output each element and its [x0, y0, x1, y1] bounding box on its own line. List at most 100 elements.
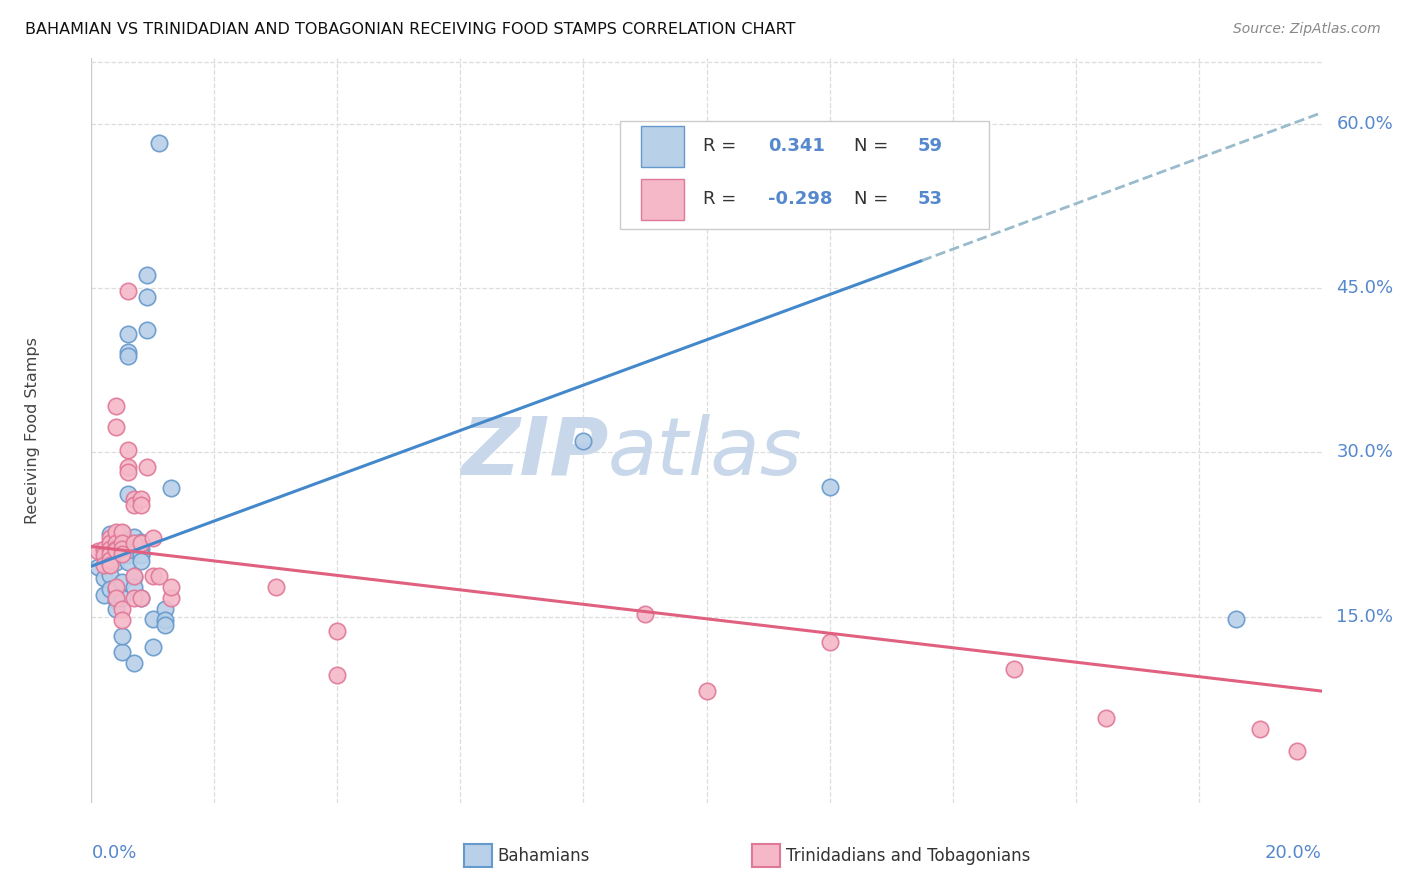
Point [129, 547, 152, 561]
Text: N =: N = [853, 136, 894, 155]
Text: 20.0%: 20.0% [1265, 844, 1322, 862]
Point [124, 537, 146, 551]
Point [105, 544, 127, 558]
Point [111, 613, 134, 627]
Point [93, 558, 115, 573]
Point [160, 482, 183, 496]
Point [129, 498, 152, 512]
Point [124, 536, 146, 550]
Point [129, 548, 152, 562]
Point [111, 602, 134, 616]
Point [326, 624, 349, 638]
Point [153, 613, 177, 627]
Point [135, 459, 157, 474]
Point [117, 548, 139, 562]
Point [105, 542, 127, 557]
Text: 60.0%: 60.0% [1336, 115, 1393, 133]
Point [111, 544, 134, 558]
Point [696, 684, 718, 698]
Point [98, 527, 121, 541]
Point [105, 591, 127, 605]
Point [86, 560, 108, 574]
Point [117, 443, 139, 458]
Point [117, 465, 139, 479]
Text: Source: ZipAtlas.com: Source: ZipAtlas.com [1233, 22, 1381, 37]
Text: atlas: atlas [607, 414, 803, 491]
Point [1286, 744, 1309, 758]
Point [105, 602, 127, 616]
Text: N =: N = [853, 191, 894, 209]
Point [124, 492, 146, 507]
Text: R =: R = [703, 191, 742, 209]
Point [98, 568, 121, 582]
Point [129, 535, 152, 549]
Point [98, 536, 121, 550]
Point [111, 526, 134, 541]
Text: 30.0%: 30.0% [1336, 443, 1393, 461]
Point [111, 645, 134, 659]
Point [105, 525, 127, 540]
Point [129, 492, 152, 507]
Point [264, 580, 287, 594]
Point [111, 547, 134, 561]
Text: 59: 59 [918, 136, 943, 155]
Point [98, 531, 121, 545]
Bar [641, 179, 685, 220]
Point [117, 459, 139, 474]
Text: ZIP: ZIP [461, 414, 607, 491]
Text: Receiving Food Stamps: Receiving Food Stamps [25, 337, 39, 524]
Text: 15.0%: 15.0% [1336, 607, 1393, 625]
Text: 0.0%: 0.0% [91, 844, 136, 862]
Point [326, 667, 349, 681]
Text: -0.298: -0.298 [768, 191, 832, 209]
Point [117, 285, 139, 299]
Point [98, 541, 121, 556]
Point [117, 326, 139, 341]
Point [98, 558, 121, 573]
Point [105, 536, 127, 550]
Point [98, 555, 121, 569]
Point [124, 656, 146, 670]
Point [105, 531, 127, 545]
Point [117, 344, 139, 359]
Point [111, 541, 134, 556]
Point [124, 498, 146, 512]
Point [129, 591, 152, 605]
Point [111, 541, 134, 556]
Point [1225, 612, 1247, 626]
Point [124, 570, 146, 584]
Point [818, 634, 841, 648]
Point [160, 580, 183, 594]
Point [1249, 723, 1271, 737]
Point [124, 580, 146, 594]
Point [129, 554, 152, 568]
Point [129, 541, 152, 556]
Point [111, 536, 134, 550]
Point [117, 535, 139, 549]
Point [111, 535, 134, 549]
Point [135, 290, 157, 304]
Text: Bahamians: Bahamians [498, 847, 591, 865]
Point [117, 541, 139, 556]
Point [117, 487, 139, 501]
Text: 0.341: 0.341 [768, 136, 825, 155]
Point [572, 434, 595, 449]
Point [142, 640, 165, 655]
Point [634, 607, 657, 622]
Point [93, 571, 115, 585]
Bar [641, 126, 685, 167]
Point [142, 569, 165, 583]
Point [105, 582, 127, 597]
Text: BAHAMIAN VS TRINIDADIAN AND TOBAGONIAN RECEIVING FOOD STAMPS CORRELATION CHART: BAHAMIAN VS TRINIDADIAN AND TOBAGONIAN R… [25, 22, 796, 37]
Text: R =: R = [703, 136, 742, 155]
Point [111, 629, 134, 643]
Point [153, 618, 177, 632]
FancyBboxPatch shape [620, 121, 990, 229]
Point [105, 593, 127, 607]
Text: 45.0%: 45.0% [1336, 279, 1393, 297]
Point [105, 541, 127, 556]
Point [105, 555, 127, 569]
Point [98, 552, 121, 566]
Text: Trinidadians and Tobagonians: Trinidadians and Tobagonians [786, 847, 1031, 865]
Point [98, 582, 121, 597]
